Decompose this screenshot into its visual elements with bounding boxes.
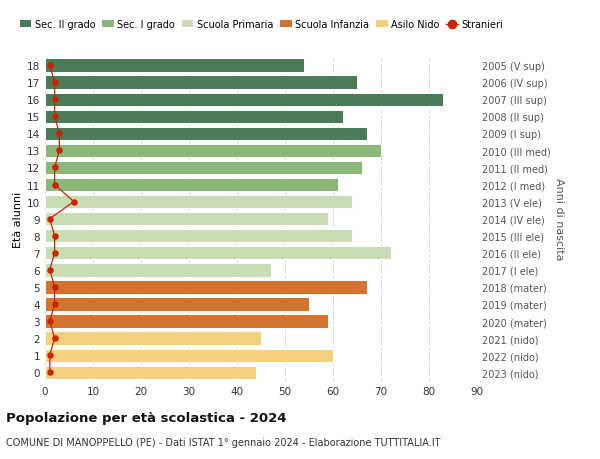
Point — [50, 164, 59, 172]
Bar — [45, 280, 367, 294]
Point — [50, 335, 59, 342]
Bar — [45, 332, 261, 345]
Point — [45, 62, 55, 70]
Bar — [45, 213, 328, 226]
Point — [50, 113, 59, 121]
Bar — [45, 179, 338, 192]
Legend: Sec. II grado, Sec. I grado, Scuola Primaria, Scuola Infanzia, Asilo Nido, Stran: Sec. II grado, Sec. I grado, Scuola Prim… — [20, 20, 503, 30]
Point — [45, 352, 55, 359]
Point — [50, 79, 59, 87]
Bar — [45, 196, 352, 209]
Bar — [45, 110, 343, 123]
Bar — [45, 246, 391, 260]
Bar — [45, 263, 271, 277]
Text: COMUNE DI MANOPPELLO (PE) - Dati ISTAT 1° gennaio 2024 - Elaborazione TUTTITALIA: COMUNE DI MANOPPELLO (PE) - Dati ISTAT 1… — [6, 437, 440, 447]
Point — [55, 147, 64, 155]
Bar — [45, 298, 309, 311]
Text: Popolazione per età scolastica - 2024: Popolazione per età scolastica - 2024 — [6, 412, 287, 425]
Y-axis label: Età alunni: Età alunni — [13, 191, 23, 247]
Point — [69, 198, 79, 206]
Point — [50, 301, 59, 308]
Point — [50, 250, 59, 257]
Bar — [45, 162, 362, 175]
Y-axis label: Anni di nascita: Anni di nascita — [554, 178, 565, 260]
Point — [50, 233, 59, 240]
Bar — [45, 76, 357, 90]
Bar — [45, 366, 256, 379]
Bar — [45, 59, 304, 73]
Point — [50, 96, 59, 104]
Bar — [45, 315, 328, 328]
Point — [45, 215, 55, 223]
Point — [55, 130, 64, 138]
Point — [50, 284, 59, 291]
Bar — [45, 349, 333, 362]
Point — [45, 369, 55, 376]
Bar — [45, 230, 352, 243]
Point — [45, 318, 55, 325]
Bar — [45, 145, 381, 158]
Bar — [45, 128, 367, 140]
Point — [45, 267, 55, 274]
Point — [50, 181, 59, 189]
Bar — [45, 93, 443, 106]
